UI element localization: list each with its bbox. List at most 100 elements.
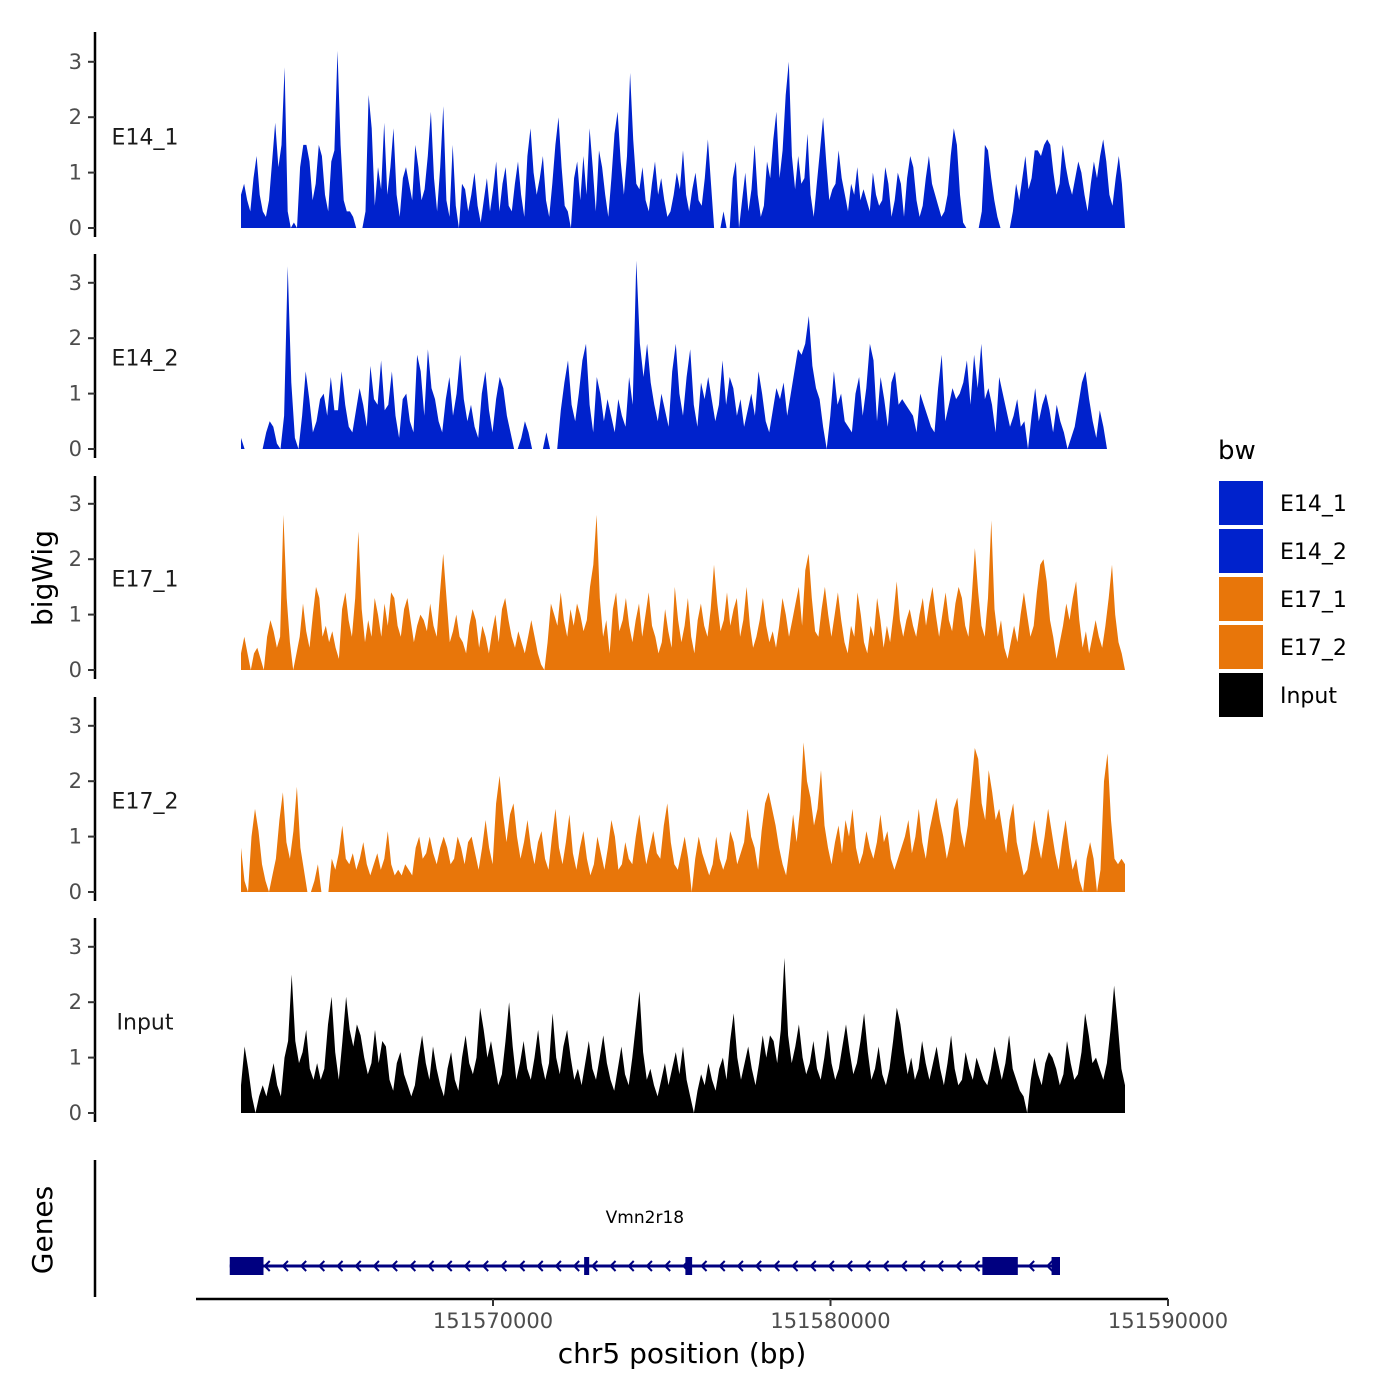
strand-arrow xyxy=(827,1260,835,1272)
strand-arrow xyxy=(354,1260,362,1272)
x-axis-title: chr5 position (bp) xyxy=(558,1337,807,1370)
legend-swatch xyxy=(1219,673,1263,717)
x-tick-label: 151590000 xyxy=(1108,1309,1228,1333)
strand-arrow xyxy=(518,1260,526,1272)
track-label: E14_2 xyxy=(112,347,179,372)
legend-item-E17_2: E17_2 xyxy=(1219,625,1347,669)
y-tick-label: 1 xyxy=(69,382,82,406)
y-tick-label: 3 xyxy=(69,50,82,74)
strand-arrow xyxy=(463,1260,471,1272)
strand-arrow xyxy=(536,1260,544,1272)
legend-label: E17_2 xyxy=(1280,636,1347,661)
legend-item-Input: Input xyxy=(1219,673,1337,717)
gene-exon xyxy=(229,1257,264,1275)
signal-area-E17_1 xyxy=(241,514,1125,670)
x-axis: 151570000 151580000 151590000 xyxy=(196,1297,1228,1333)
signal-area-E14_1 xyxy=(241,50,1125,229)
legend-swatch xyxy=(1219,625,1263,669)
y-tick-label: 1 xyxy=(69,161,82,185)
strand-arrow xyxy=(299,1260,307,1272)
strand-arrow xyxy=(772,1260,781,1272)
strand-arrow xyxy=(445,1260,453,1272)
strand-arrow xyxy=(408,1260,417,1272)
strand-arrow xyxy=(263,1260,271,1272)
track-E14_1: 0 1 2 3 E14_1 xyxy=(69,32,1125,240)
strand-arrow xyxy=(882,1260,890,1272)
strand-arrow xyxy=(736,1260,744,1272)
signal-area-E14_2 xyxy=(241,260,1125,449)
gene-Vmn2r18: Vmn2r18 xyxy=(229,1208,1060,1275)
strand-arrow xyxy=(718,1260,726,1272)
strand-arrow xyxy=(427,1260,435,1272)
y-tick-label: 2 xyxy=(69,105,82,129)
legend-swatch xyxy=(1219,529,1263,573)
legend-item-E17_1: E17_1 xyxy=(1219,577,1347,621)
strand-arrow xyxy=(390,1260,398,1272)
legend-title: bw xyxy=(1218,436,1256,466)
y-tick-label: 1 xyxy=(69,825,82,849)
strand-arrow xyxy=(481,1260,489,1272)
y-tick-label: 0 xyxy=(69,1101,82,1125)
strand-arrow xyxy=(499,1260,508,1272)
strand-arrow xyxy=(590,1260,599,1272)
track-E14_2: 0 1 2 3 E14_2 xyxy=(69,254,1125,461)
strand-arrow xyxy=(973,1260,981,1272)
legend: bw E14_1 E14_2 E17_1 E17_2 Input xyxy=(1218,436,1347,717)
strand-arrow xyxy=(609,1260,617,1272)
y-tick-label: 1 xyxy=(69,603,82,627)
y-tick-label: 2 xyxy=(69,769,82,793)
y-tick-label: 0 xyxy=(69,880,82,904)
legend-swatch xyxy=(1219,577,1263,621)
y-tick-label: 3 xyxy=(69,271,82,295)
legend-item-E14_1: E14_1 xyxy=(1219,481,1347,525)
track-label: Input xyxy=(117,1011,174,1036)
x-tick-label: 151580000 xyxy=(770,1309,890,1333)
strand-arrow xyxy=(863,1260,872,1272)
signal-area-Input xyxy=(241,957,1125,1113)
track-E17_1: 0 1 2 3 E17_1 xyxy=(69,476,1125,682)
strand-arrow xyxy=(1027,1260,1035,1272)
legend-swatch xyxy=(1219,481,1263,525)
track-label: E17_2 xyxy=(112,790,179,815)
gene-exon xyxy=(584,1257,590,1275)
track-E17_2: 0 1 2 3 E17_2 xyxy=(69,697,1125,904)
gene-name-label: Vmn2r18 xyxy=(606,1208,684,1228)
y-tick-label: 2 xyxy=(69,547,82,571)
y-tick-label: 0 xyxy=(69,658,82,682)
strand-arrow xyxy=(700,1260,708,1272)
legend-label: Input xyxy=(1280,684,1337,709)
legend-item-E14_2: E14_2 xyxy=(1219,529,1347,573)
strand-arrow xyxy=(317,1260,326,1272)
strand-arrow xyxy=(627,1260,635,1272)
strand-arrow xyxy=(1045,1260,1054,1272)
strand-arrow xyxy=(900,1260,908,1272)
y-tick-label: 3 xyxy=(69,492,82,516)
strand-arrow xyxy=(281,1260,289,1272)
genes-panel: Vmn2r18 xyxy=(93,1160,1060,1297)
y-tick-label: 1 xyxy=(69,1046,82,1070)
strand-arrow xyxy=(809,1260,817,1272)
track-label: E17_1 xyxy=(112,568,179,593)
y-tick-label: 2 xyxy=(69,990,82,1014)
strand-arrow xyxy=(663,1260,671,1272)
y-tick-label: 3 xyxy=(69,714,82,738)
strand-arrow xyxy=(645,1260,653,1272)
strand-arrow xyxy=(372,1260,380,1272)
legend-label: E14_1 xyxy=(1280,492,1347,517)
strand-arrow xyxy=(554,1260,562,1272)
legend-label: E17_1 xyxy=(1280,588,1347,613)
strand-arrow xyxy=(936,1260,944,1272)
signal-area-E17_2 xyxy=(241,742,1125,892)
strand-arrow xyxy=(791,1260,799,1272)
y-tick-label: 0 xyxy=(69,437,82,461)
y-tick-label: 0 xyxy=(69,216,82,240)
gene-exon xyxy=(1051,1257,1060,1275)
gene-exon xyxy=(685,1257,693,1275)
y-tick-label: 3 xyxy=(69,935,82,959)
signal-tracks: 0 1 2 3 E14_1 0 1 2 3 E14_2 0 1 2 3 E17_1 0 1 2 3 E17_2 0 1 2 3… xyxy=(69,32,1125,1125)
strand-arrow xyxy=(845,1260,853,1272)
genes-axis-title: Genes xyxy=(26,1186,59,1274)
strand-arrow xyxy=(572,1260,580,1272)
